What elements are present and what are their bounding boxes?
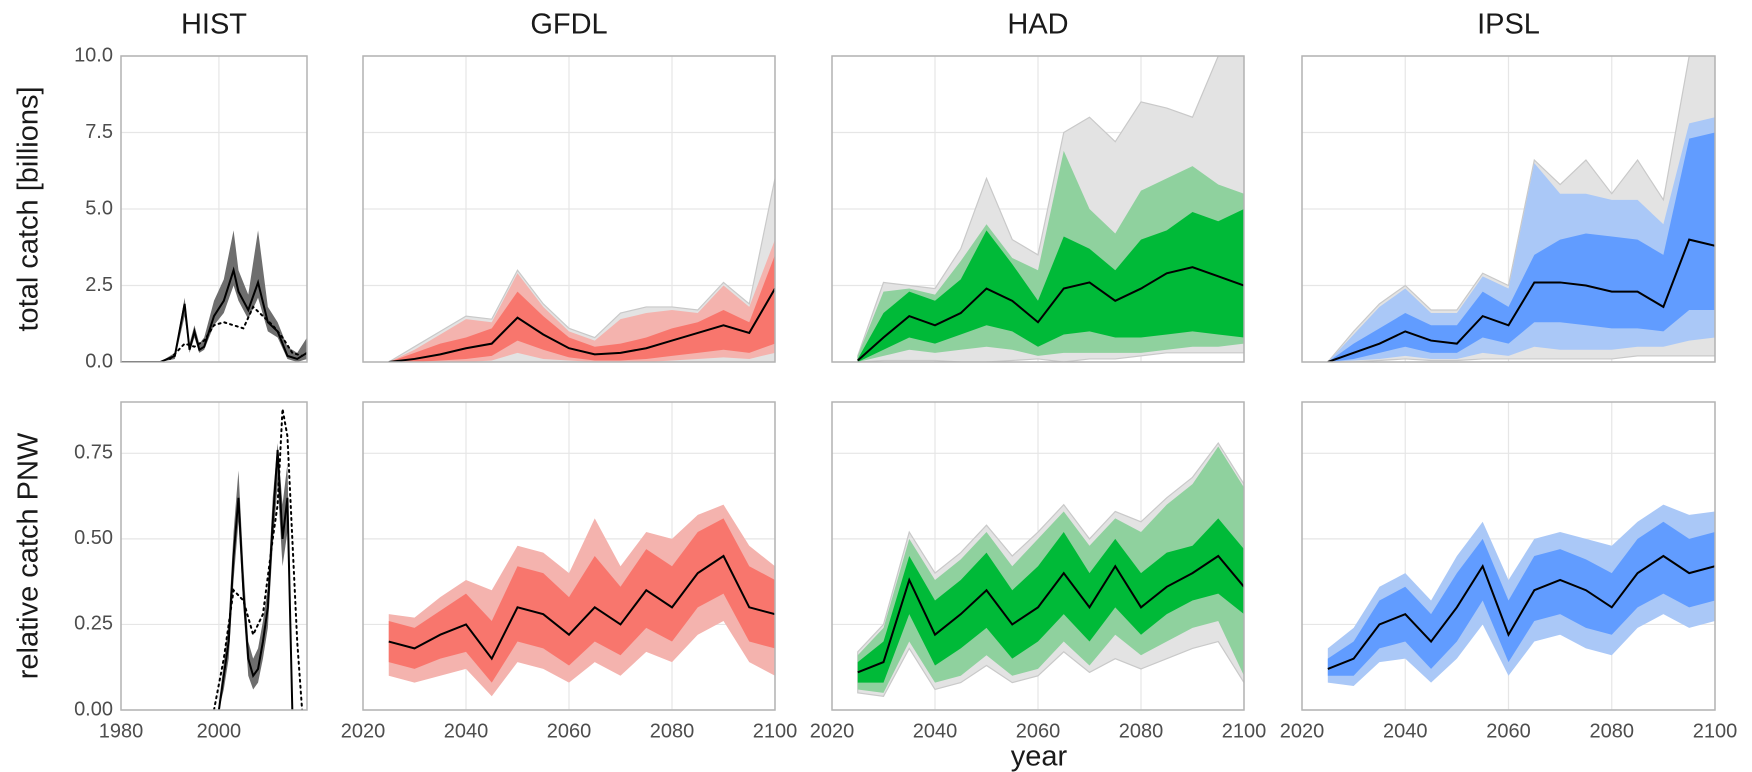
panel-border <box>362 401 776 711</box>
panel: 2020 2040 2060 2080 2100 <box>1280 401 1738 742</box>
x-tick-label: 2080 <box>1119 720 1164 742</box>
plot-area <box>1327 56 1715 362</box>
y-tick-label: 0.50 <box>74 527 113 549</box>
median-line <box>388 554 775 661</box>
band <box>388 254 775 362</box>
y-axis-label: total catch [billions] <box>13 86 45 331</box>
plot-area <box>857 442 1244 697</box>
panel: 0.0 2.5 5.0 7.5 10.0 HIST total catch [billion… <box>13 9 308 372</box>
median-line <box>857 554 1244 674</box>
band <box>121 230 307 362</box>
x-axis-label: year <box>1011 741 1068 772</box>
band <box>388 518 775 683</box>
panel-border <box>362 55 776 363</box>
plot-area <box>1327 504 1715 687</box>
band <box>1327 521 1715 676</box>
x-tick-label: 2040 <box>913 720 958 742</box>
panel-border <box>120 401 308 711</box>
band <box>857 209 1244 362</box>
panel-border <box>831 55 1245 363</box>
median-line <box>388 288 775 362</box>
x-tick-label: 2020 <box>810 720 855 742</box>
y-tick-label: 5.0 <box>85 197 113 219</box>
panel-title: GFDL <box>530 9 607 41</box>
plot-area <box>857 56 1244 362</box>
y-tick-label: 0.00 <box>74 698 113 720</box>
plot-area <box>388 504 775 697</box>
panel-title: IPSL <box>1477 9 1540 41</box>
plot-area <box>213 408 304 710</box>
panel-border <box>831 401 1245 711</box>
median-line <box>168 305 304 360</box>
panel-title: HAD <box>1007 9 1068 41</box>
panel-border <box>120 55 308 363</box>
panel: GFDL <box>362 9 776 363</box>
x-tick-label: 2100 <box>753 720 798 742</box>
median-line <box>213 408 304 710</box>
median-line <box>121 266 307 362</box>
x-tick-label: 2060 <box>1016 720 1061 742</box>
band <box>857 518 1244 683</box>
x-tick-label: 2020 <box>341 720 386 742</box>
x-tick-label: 2040 <box>444 720 489 742</box>
median-line <box>217 449 294 710</box>
median-line <box>1327 238 1715 362</box>
y-tick-label: 10.0 <box>74 44 113 66</box>
y-axis-label: relative catch PNW <box>13 432 45 679</box>
x-tick-label: 2040 <box>1383 720 1428 742</box>
panel: IPSL <box>1301 9 1716 363</box>
band <box>218 443 293 710</box>
x-tick-label: 1980 <box>99 720 144 742</box>
y-tick-label: 0.0 <box>85 350 113 372</box>
x-tick-label: 2000 <box>197 720 242 742</box>
panel: 2020 2040 2060 2080 2100 <box>341 401 798 742</box>
x-tick-label: 2100 <box>1222 720 1267 742</box>
panel: HAD <box>831 9 1245 363</box>
panel: 0.00 0.25 0.50 0.75 1980 2000 relative catch P… <box>13 401 308 742</box>
band <box>1327 132 1715 362</box>
x-tick-label: 2100 <box>1693 720 1738 742</box>
panel-border <box>1301 55 1716 363</box>
panel-border <box>1301 401 1716 711</box>
y-tick-label: 2.5 <box>85 274 113 296</box>
median-line <box>1327 554 1715 670</box>
y-tick-label: 7.5 <box>85 121 113 143</box>
x-tick-label: 2020 <box>1280 720 1325 742</box>
plot-area <box>121 230 307 362</box>
plot-area <box>387 178 775 362</box>
panel: 2020 2040 2060 2080 2100 year <box>810 401 1267 772</box>
x-tick-label: 2060 <box>1486 720 1531 742</box>
y-tick-label: 0.75 <box>74 442 113 464</box>
panel-title: HIST <box>181 9 247 41</box>
x-tick-label: 2060 <box>547 720 592 742</box>
x-tick-label: 2080 <box>1590 720 1635 742</box>
median-line <box>857 266 1244 362</box>
x-tick-label: 2080 <box>650 720 695 742</box>
y-tick-label: 0.25 <box>74 613 113 635</box>
